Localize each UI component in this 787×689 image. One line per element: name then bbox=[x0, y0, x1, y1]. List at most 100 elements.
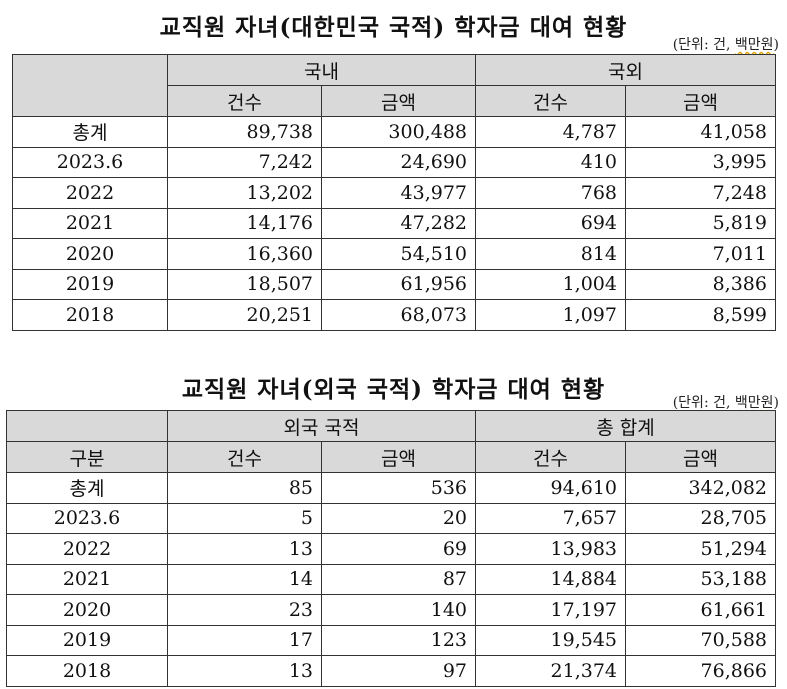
value-cell: 24,690 bbox=[321, 146, 476, 178]
table2-col-amount: 금액 bbox=[624, 441, 777, 473]
unit-prefix: (단위: 건, bbox=[672, 37, 735, 53]
table2-group-foreign: 외국 국적 bbox=[167, 410, 476, 442]
table2-group-total: 총 합계 bbox=[474, 410, 777, 442]
row-label-cell: 2022 bbox=[6, 533, 168, 565]
table2-col-amount: 금액 bbox=[321, 441, 476, 473]
value-cell: 41,058 bbox=[625, 116, 776, 148]
value-cell: 89,738 bbox=[167, 116, 322, 148]
value-cell: 1,097 bbox=[475, 299, 626, 331]
value-cell: 123 bbox=[321, 624, 476, 656]
value-cell: 94,610 bbox=[475, 472, 626, 504]
table1-title: 교직원 자녀(대한민국 국적) 학자금 대여 현황 bbox=[159, 14, 628, 41]
row-label-cell: 2021 bbox=[12, 207, 168, 239]
table-row: 2020 16,360 54,510 814 7,011 bbox=[12, 238, 776, 270]
table-row: 2018 20,251 68,073 1,097 8,599 bbox=[12, 299, 776, 331]
row-label-cell: 총계 bbox=[6, 472, 168, 504]
value-cell: 19,545 bbox=[475, 624, 626, 656]
value-cell: 97 bbox=[321, 655, 476, 687]
value-cell: 54,510 bbox=[321, 238, 476, 270]
value-cell: 16,360 bbox=[167, 238, 322, 270]
value-cell: 7,657 bbox=[475, 502, 626, 534]
value-cell: 768 bbox=[475, 177, 626, 209]
value-cell: 8,386 bbox=[625, 268, 776, 300]
value-cell: 20,251 bbox=[167, 299, 322, 331]
table1-col-amount: 금액 bbox=[321, 85, 476, 117]
value-cell: 43,977 bbox=[321, 177, 476, 209]
table-row: 2019 18,507 61,956 1,004 8,386 bbox=[12, 268, 776, 300]
table-row: 총계 85 536 94,610 342,082 bbox=[6, 472, 777, 504]
table2-body: 총계 85 536 94,610 342,082 2023.6 5 20 7,657 28,705… bbox=[6, 472, 777, 687]
table2-title: 교직원 자녀(외국 국적) 학자금 대여 현황 bbox=[181, 376, 606, 403]
table2-group-header-row: 외국 국적 총 합계 bbox=[6, 410, 777, 442]
value-cell: 13 bbox=[167, 655, 322, 687]
value-cell: 23 bbox=[167, 594, 322, 626]
value-cell: 14 bbox=[167, 563, 322, 595]
value-cell: 14,176 bbox=[167, 207, 322, 239]
value-cell: 51,294 bbox=[624, 533, 777, 565]
value-cell: 814 bbox=[475, 238, 626, 270]
value-cell: 76,866 bbox=[624, 655, 777, 687]
value-cell: 4,787 bbox=[475, 116, 626, 148]
table-row: 2019 17 123 19,545 70,588 bbox=[6, 624, 777, 656]
value-cell: 61,661 bbox=[624, 594, 777, 626]
row-label-cell: 2023.6 bbox=[6, 502, 168, 534]
value-cell: 536 bbox=[321, 472, 476, 504]
value-cell: 8,599 bbox=[625, 299, 776, 331]
value-cell: 7,248 bbox=[625, 177, 776, 209]
value-cell: 69 bbox=[321, 533, 476, 565]
value-cell: 87 bbox=[321, 563, 476, 595]
value-cell: 342,082 bbox=[624, 472, 777, 504]
table1-group-overseas: 국외 bbox=[475, 54, 776, 86]
value-cell: 21,374 bbox=[475, 655, 626, 687]
table2-col-count: 건수 bbox=[167, 441, 322, 473]
row-label-cell: 2019 bbox=[6, 624, 168, 656]
value-cell: 20 bbox=[321, 502, 476, 534]
table-row: 2020 23 140 17,197 61,661 bbox=[6, 594, 777, 626]
unit-highlight: 백만원 bbox=[734, 395, 774, 411]
value-cell: 13 bbox=[167, 533, 322, 565]
table1-col-count: 건수 bbox=[475, 85, 626, 117]
table2-sub-header-row: 구분 건수 금액 건수 금액 bbox=[6, 441, 777, 473]
row-label-cell: 2021 bbox=[6, 563, 168, 595]
table1-col-count: 건수 bbox=[167, 85, 322, 117]
value-cell: 5 bbox=[167, 502, 322, 534]
value-cell: 410 bbox=[475, 146, 626, 178]
table2-unit-note: (단위: 건, 백만원) bbox=[673, 392, 779, 412]
value-cell: 14,884 bbox=[475, 563, 626, 595]
value-cell: 17 bbox=[167, 624, 322, 656]
row-label-cell: 2018 bbox=[12, 299, 168, 331]
value-cell: 300,488 bbox=[321, 116, 476, 148]
table1-group-header-row: 국내 국외 bbox=[12, 54, 776, 117]
value-cell: 13,983 bbox=[475, 533, 626, 565]
table1: 국내 국외 건수 금액 건수 금액 총계 89,738 300,488 4,787 41… bbox=[12, 54, 776, 331]
value-cell: 694 bbox=[475, 207, 626, 239]
table-row: 2021 14,176 47,282 694 5,819 bbox=[12, 207, 776, 239]
value-cell: 7,242 bbox=[167, 146, 322, 178]
value-cell: 28,705 bbox=[624, 502, 777, 534]
row-label-cell: 2020 bbox=[6, 594, 168, 626]
value-cell: 7,011 bbox=[625, 238, 776, 270]
table-row: 2021 14 87 14,884 53,188 bbox=[6, 563, 777, 595]
value-cell: 1,004 bbox=[475, 268, 626, 300]
unit-suffix: ) bbox=[773, 37, 779, 53]
table-row: 2022 13 69 13,983 51,294 bbox=[6, 533, 777, 565]
table-row: 2022 13,202 43,977 768 7,248 bbox=[12, 177, 776, 209]
table1-unit-note: (단위: 건, 백만원) bbox=[673, 34, 779, 54]
value-cell: 68,073 bbox=[321, 299, 476, 331]
value-cell: 3,995 bbox=[625, 146, 776, 178]
row-label-cell: 총계 bbox=[12, 116, 168, 148]
value-cell: 140 bbox=[321, 594, 476, 626]
row-label-cell: 2023.6 bbox=[12, 146, 168, 178]
value-cell: 5,819 bbox=[625, 207, 776, 239]
value-cell: 47,282 bbox=[321, 207, 476, 239]
value-cell: 17,197 bbox=[475, 594, 626, 626]
value-cell: 61,956 bbox=[321, 268, 476, 300]
table1-group-domestic: 국내 bbox=[167, 54, 476, 86]
table2-corner-cell bbox=[6, 410, 168, 442]
unit-highlight: 백만원 bbox=[734, 37, 774, 53]
table1-sub-header-row: 건수 금액 건수 금액 bbox=[13, 85, 776, 117]
table2: 외국 국적 총 합계 구분 건수 금액 건수 금액 총계 85 536 94,610 3… bbox=[6, 410, 777, 687]
table2-col-category: 구분 bbox=[6, 441, 168, 473]
table-row: 2023.6 7,242 24,690 410 3,995 bbox=[12, 146, 776, 178]
table-row: 총계 89,738 300,488 4,787 41,058 bbox=[12, 116, 776, 148]
